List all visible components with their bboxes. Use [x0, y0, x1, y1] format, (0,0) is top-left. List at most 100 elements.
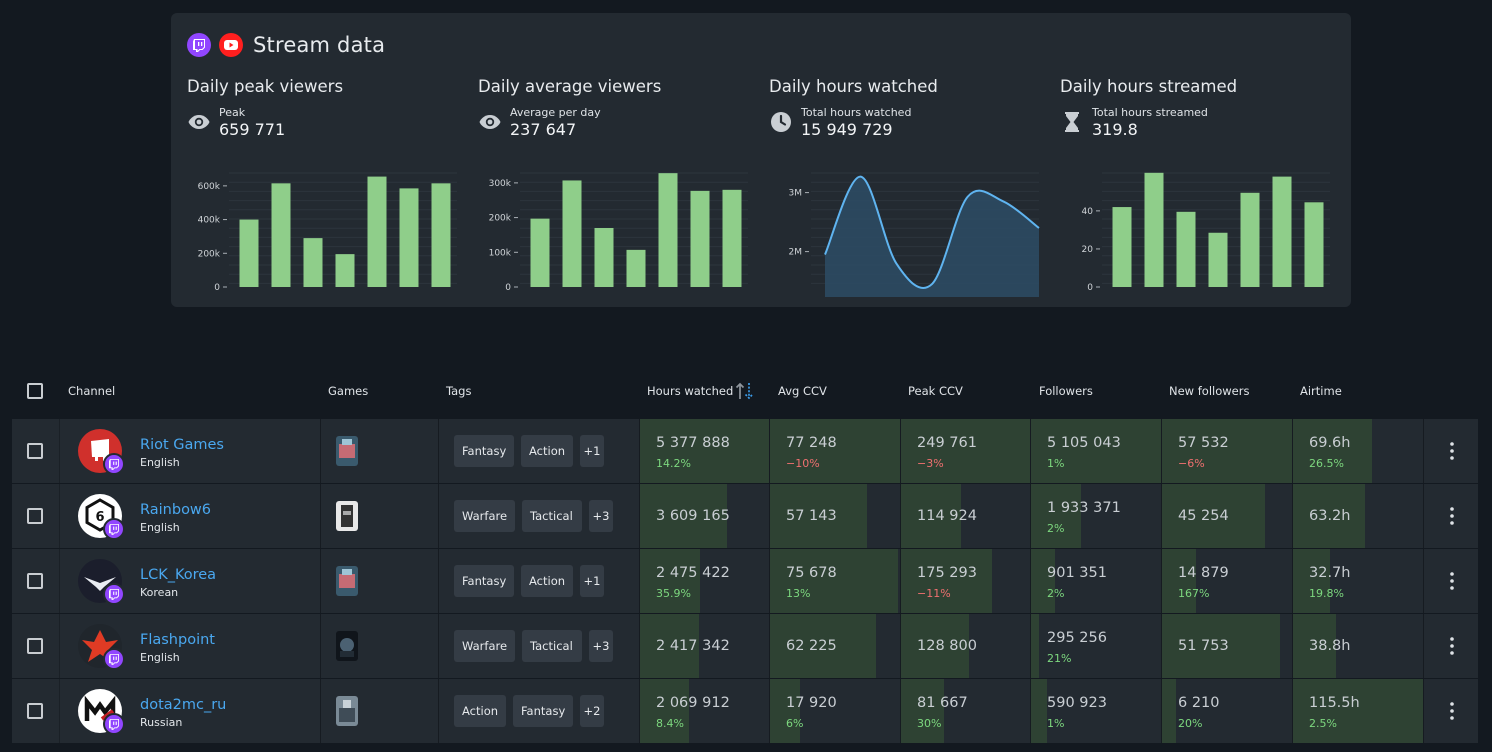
average-viewers-chart: 0 100k 200k 300k: [489, 172, 748, 293]
table-row[interactable]: LCK_Korea Korean Fantasy Action +1 2 475…: [12, 549, 1478, 613]
game-thumbnail[interactable]: [336, 501, 358, 531]
peak-ccv-bar: [901, 679, 944, 743]
tag-chip[interactable]: Action: [521, 435, 573, 467]
header-games[interactable]: Games: [328, 384, 369, 398]
area-fill: [825, 176, 1039, 297]
channel-name[interactable]: dota2mc_ru: [140, 697, 227, 713]
tag-chip[interactable]: Action: [454, 695, 506, 727]
hours-watched-change: 35.9%: [656, 587, 691, 600]
tag-chip[interactable]: Fantasy: [454, 565, 514, 597]
y-tick-label: 200k: [489, 214, 512, 224]
table-row[interactable]: 6 Rainbow6 English Warfare Tactical +3 3…: [12, 484, 1478, 548]
game-thumbnail[interactable]: [336, 566, 358, 596]
series-line: [824, 175, 1040, 290]
tag-chip[interactable]: Fantasy: [454, 435, 514, 467]
y-tick-label: 400k: [198, 216, 221, 226]
airtime-cell: 38.8h: [1292, 614, 1423, 678]
more-tags-chip[interactable]: +1: [580, 565, 604, 597]
peak-ccv-bar: [901, 484, 961, 548]
actions-cell: [1423, 679, 1478, 743]
more-options-icon[interactable]: [1450, 506, 1454, 526]
tag-chip[interactable]: Tactical: [522, 500, 582, 532]
table-row[interactable]: Riot Games English Fantasy Action +1 5 3…: [12, 419, 1478, 483]
more-tags-chip[interactable]: +2: [580, 695, 604, 727]
header-tags[interactable]: Tags: [446, 384, 472, 398]
header-followers[interactable]: Followers: [1039, 384, 1093, 398]
games-cell: [320, 679, 438, 743]
peak-ccv-cell: 81 667 30%: [900, 679, 1030, 743]
tag-chip[interactable]: Warfare: [454, 500, 515, 532]
tag-chip[interactable]: Warfare: [454, 630, 515, 662]
channel-avatar[interactable]: [78, 429, 122, 473]
stat-value: 319.8: [1092, 120, 1138, 139]
peak-ccv-cell: 175 293 −11%: [900, 549, 1030, 613]
channel-name[interactable]: Rainbow6: [140, 502, 212, 518]
peak-ccv-value: 175 293: [917, 565, 977, 581]
airtime-cell: 32.7h 19.8%: [1292, 549, 1423, 613]
peak-ccv-bar: [901, 549, 992, 613]
channel-name[interactable]: Riot Games: [140, 437, 224, 453]
header-channel[interactable]: Channel: [68, 384, 116, 398]
bar: [1208, 232, 1228, 287]
game-thumbnail[interactable]: [336, 696, 358, 726]
row-checkbox[interactable]: [27, 638, 43, 654]
avg-ccv-value: 17 920: [786, 695, 837, 711]
header-airtime[interactable]: Airtime: [1300, 384, 1342, 398]
followers-value: 5 105 043: [1047, 435, 1121, 451]
stat-average-viewers: Daily average viewers Average per day 23…: [478, 73, 768, 303]
bar: [1112, 207, 1132, 287]
more-tags-chip[interactable]: +3: [589, 630, 613, 662]
game-thumbnail[interactable]: [336, 631, 358, 661]
row-checkbox[interactable]: [27, 573, 43, 589]
hours-watched-cell: 2 417 342: [639, 614, 769, 678]
channel-language: English: [140, 651, 180, 664]
youtube-icon[interactable]: [219, 33, 243, 57]
tags-cell: [438, 419, 639, 483]
more-tags-chip[interactable]: +1: [580, 435, 604, 467]
new-followers-cell: 14 879 167%: [1161, 549, 1292, 613]
channel-cell: [59, 484, 320, 548]
channel-avatar[interactable]: [78, 559, 122, 603]
row-checkbox[interactable]: [27, 703, 43, 719]
select-all-checkbox[interactable]: [27, 383, 43, 399]
avg-ccv-cell: 62 225: [769, 614, 900, 678]
stat-title: Daily average viewers: [478, 77, 662, 96]
stat-value: 237 647: [510, 120, 577, 139]
bar: [367, 176, 387, 287]
header-new-followers[interactable]: New followers: [1169, 384, 1250, 398]
header-peak-ccv[interactable]: Peak CCV: [908, 384, 963, 398]
more-options-icon[interactable]: [1450, 701, 1454, 721]
channel-name[interactable]: Flashpoint: [140, 632, 215, 648]
table-row[interactable]: dota2mc_ru Russian Action Fantasy +2 2 0…: [12, 679, 1478, 743]
twitch-icon[interactable]: [187, 33, 211, 57]
twitch-icon: [103, 518, 125, 540]
row-checkbox[interactable]: [27, 443, 43, 459]
header-hours-watched[interactable]: Hours watched: [647, 384, 734, 398]
peak-ccv-cell: 128 800: [900, 614, 1030, 678]
more-options-icon[interactable]: [1450, 571, 1454, 591]
more-options-icon[interactable]: [1450, 441, 1454, 461]
tag-chip[interactable]: Tactical: [522, 630, 582, 662]
bar: [431, 183, 451, 287]
game-thumbnail[interactable]: [336, 436, 358, 466]
tag-chip[interactable]: Action: [521, 565, 573, 597]
airtime-bar: [1293, 484, 1365, 548]
tags-cell: [438, 679, 639, 743]
table-row[interactable]: Flashpoint English Warfare Tactical +3 2…: [12, 614, 1478, 678]
airtime-value: 38.8h: [1309, 638, 1351, 654]
sort-icon[interactable]: [734, 380, 756, 402]
games-cell: [320, 549, 438, 613]
more-options-icon[interactable]: [1450, 636, 1454, 656]
row-checkbox[interactable]: [27, 508, 43, 524]
more-tags-chip[interactable]: +3: [589, 500, 613, 532]
bar: [658, 173, 678, 287]
avg-ccv-cell: 17 920 6%: [769, 679, 900, 743]
header-avg-ccv[interactable]: Avg CCV: [778, 384, 827, 398]
avg-ccv-change: 13%: [786, 587, 811, 600]
channel-name[interactable]: LCK_Korea: [140, 567, 217, 583]
tag-chip[interactable]: Fantasy: [513, 695, 573, 727]
bar: [530, 218, 550, 287]
new-followers-change: 20%: [1178, 717, 1203, 730]
followers-change: 1%: [1047, 457, 1065, 470]
eye-icon: [479, 115, 501, 129]
